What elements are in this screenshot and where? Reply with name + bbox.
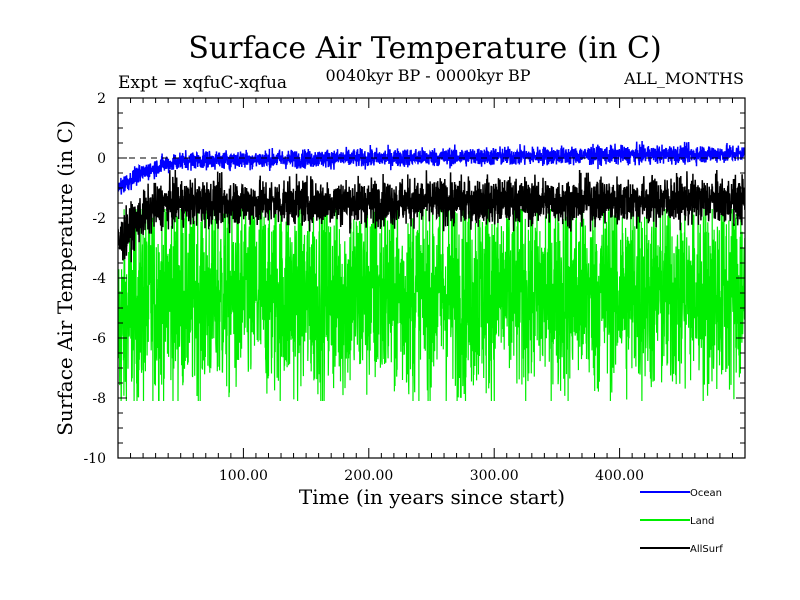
chart-subtitle: 0040kyr BP - 0000kyr BP: [326, 66, 531, 85]
axis-ticks: [118, 97, 745, 459]
x-tick-label: 100.00: [219, 468, 268, 484]
y-tick-label: -2: [92, 211, 106, 227]
plot-frame: [117, 97, 746, 459]
series-layer: [118, 140, 745, 402]
y-tick-labels: 2 0 -2 -4 -6 -8 -10: [83, 91, 106, 467]
legend-label-allsurf: AllSurf: [690, 544, 723, 555]
x-tick-label: 200.00: [344, 468, 393, 484]
legend-label-ocean: Ocean: [690, 488, 722, 499]
y-tick-label: 0: [97, 151, 106, 167]
y-tick-label: 2: [97, 91, 106, 107]
experiment-label: Expt = xqfuC-xqfua: [118, 73, 287, 93]
x-tick-label: 300.00: [470, 468, 519, 484]
y-tick-label: -10: [83, 451, 106, 467]
legend: Ocean Land AllSurf: [640, 488, 723, 555]
y-axis-label: Surface Air Temperature (in C): [53, 120, 77, 436]
x-tick-label: 400.00: [595, 468, 644, 484]
chart-title: Surface Air Temperature (in C): [188, 31, 661, 66]
x-tick-labels: 100.00 200.00 300.00 400.00: [219, 468, 644, 484]
y-tick-label: -4: [92, 271, 106, 287]
series-line-allsurf: [118, 169, 745, 263]
series-line-ocean: [118, 140, 745, 195]
legend-label-land: Land: [690, 516, 714, 527]
y-tick-label: -6: [92, 331, 106, 347]
x-axis-label: Time (in years since start): [299, 485, 565, 509]
season-label: ALL_MONTHS: [623, 69, 744, 88]
series-line-land: [118, 208, 745, 402]
y-tick-label: -8: [92, 391, 106, 407]
